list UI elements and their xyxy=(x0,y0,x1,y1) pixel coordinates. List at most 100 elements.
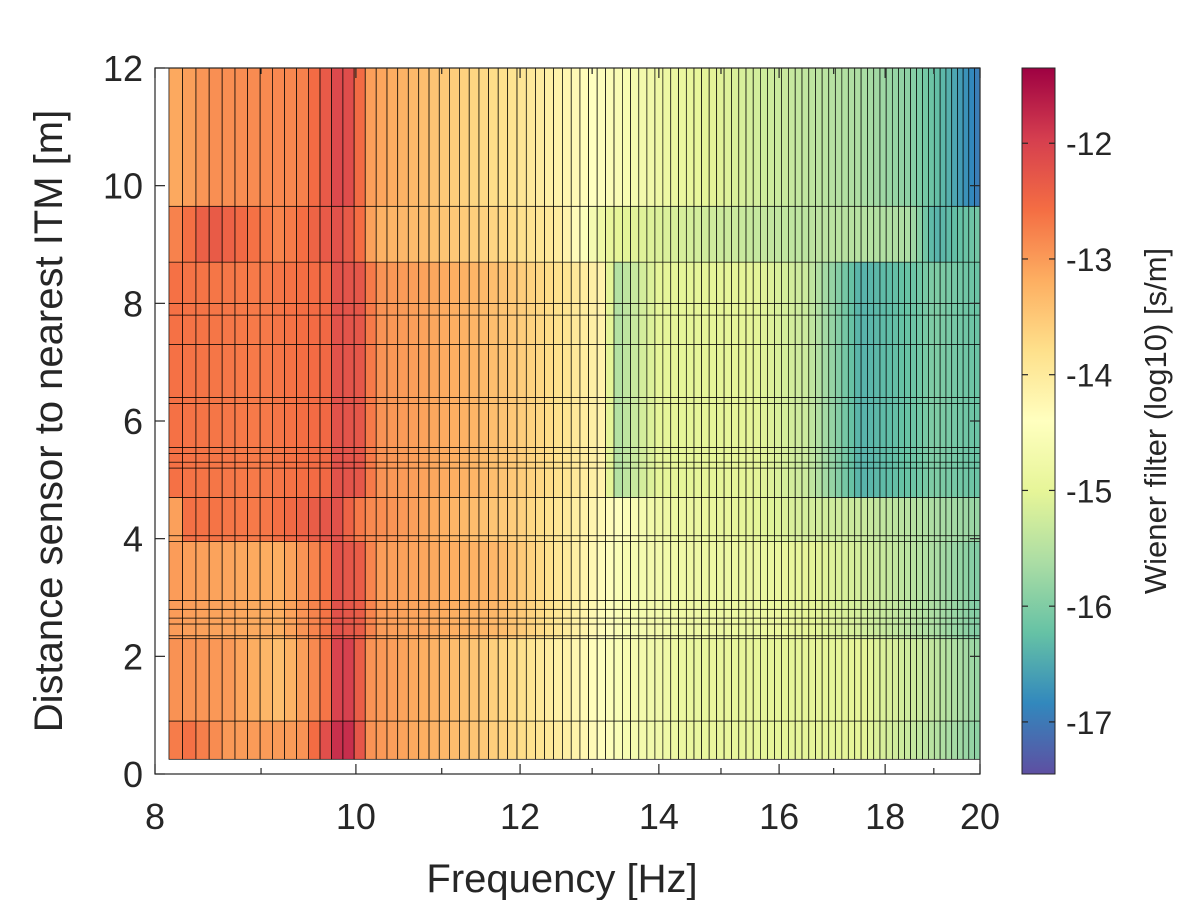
heatmap-cell xyxy=(478,67,489,207)
heatmap-cell xyxy=(951,261,958,304)
heatmap-cell xyxy=(723,600,732,610)
heatmap-cell xyxy=(613,638,623,722)
heatmap-cell xyxy=(570,720,581,760)
heatmap-cell xyxy=(353,314,366,345)
heatmap-cell xyxy=(922,461,929,469)
heatmap-cell xyxy=(685,623,695,637)
heatmap-cell xyxy=(247,608,261,619)
heatmap-cell xyxy=(630,344,640,398)
heatmap-cell xyxy=(570,447,581,454)
heatmap-cell xyxy=(588,535,598,542)
heatmap-cell xyxy=(760,467,768,498)
heatmap-cell xyxy=(879,205,887,263)
heatmap-cell xyxy=(828,638,836,722)
heatmap-cell xyxy=(488,467,499,498)
heatmap-cell xyxy=(828,541,836,601)
heatmap-cell xyxy=(353,205,366,263)
heatmap-cell xyxy=(284,600,297,610)
heatmap-cell xyxy=(860,600,868,610)
heatmap-cell xyxy=(221,403,236,448)
heatmap-cell xyxy=(516,600,527,610)
heatmap-cell xyxy=(716,461,725,469)
heatmap-cell xyxy=(364,638,377,722)
heatmap-cell xyxy=(272,447,285,454)
heatmap-cell xyxy=(774,635,782,640)
heatmap-cell xyxy=(834,720,843,760)
heatmap-cell xyxy=(195,453,210,463)
heatmap-cell xyxy=(272,205,285,263)
heatmap-cell xyxy=(873,608,881,619)
heatmap-cell xyxy=(478,205,489,263)
heatmap-cell xyxy=(752,617,761,625)
heatmap-cell xyxy=(693,638,702,722)
heatmap-cell xyxy=(397,397,409,404)
heatmap-cell xyxy=(693,600,702,610)
heatmap-cell xyxy=(774,397,782,404)
heatmap-cell xyxy=(284,720,297,760)
x-axis-label: Frequency [Hz] xyxy=(426,857,697,900)
heatmap-cell xyxy=(428,635,440,640)
heatmap-cell xyxy=(488,617,499,625)
heatmap-cell xyxy=(638,608,648,619)
heatmap-cell xyxy=(821,302,830,316)
heatmap-cell xyxy=(428,541,440,601)
heatmap-cell xyxy=(570,638,581,722)
heatmap-cell xyxy=(386,67,399,207)
x-axis-ticks: 8 10 12 14 16 18 20 xyxy=(145,68,1000,837)
heatmap-cell xyxy=(922,638,929,722)
heatmap-cell xyxy=(723,447,732,454)
heatmap-cell xyxy=(622,461,631,469)
heatmap-cell xyxy=(553,467,563,498)
heatmap-cell xyxy=(259,447,273,454)
heatmap-cell xyxy=(774,453,782,463)
heatmap-cell xyxy=(885,67,893,207)
heatmap-cell xyxy=(234,720,249,760)
heatmap-cell xyxy=(562,608,572,619)
heatmap-cell xyxy=(544,261,554,304)
heatmap-cell xyxy=(605,623,615,637)
heatmap-cell xyxy=(284,461,297,469)
heatmap-cell xyxy=(745,638,754,722)
heatmap-cell xyxy=(630,617,640,625)
heatmap-cell xyxy=(247,617,261,625)
heatmap-cell xyxy=(497,467,509,498)
heatmap-cell xyxy=(535,447,545,454)
heatmap-cell xyxy=(418,720,430,760)
heatmap-cell xyxy=(364,600,377,610)
heatmap-cell xyxy=(933,497,941,537)
heatmap-cell xyxy=(801,302,810,316)
heatmap-cell xyxy=(613,600,623,610)
heatmap-cell xyxy=(638,467,648,498)
heatmap-cell xyxy=(570,535,581,542)
heatmap-cell xyxy=(646,600,656,610)
heatmap-cell xyxy=(259,397,273,404)
heatmap-cell xyxy=(767,461,775,469)
heatmap-cell xyxy=(296,720,309,760)
heatmap-cell xyxy=(468,497,480,537)
heatmap-cell xyxy=(168,541,183,601)
heatmap-cell xyxy=(386,314,399,345)
heatmap-cell xyxy=(752,635,761,640)
heatmap-cell xyxy=(195,302,210,316)
heatmap-cell xyxy=(815,720,823,760)
heatmap-cell xyxy=(234,447,249,454)
heatmap-cell xyxy=(428,497,440,537)
heatmap-cell xyxy=(516,497,527,537)
heatmap-cell xyxy=(716,403,725,448)
heatmap-cell xyxy=(438,461,450,469)
heatmap-cell xyxy=(738,635,747,640)
heatmap-cell xyxy=(478,397,489,404)
heatmap-cell xyxy=(951,467,958,498)
heatmap-cell xyxy=(662,344,672,398)
heatmap-cell xyxy=(945,461,953,469)
heatmap-cell xyxy=(562,461,572,469)
heatmap-cell xyxy=(945,403,953,448)
heatmap-cell xyxy=(478,600,489,610)
heatmap-cell xyxy=(516,403,527,448)
heatmap-cell xyxy=(630,447,640,454)
heatmap-cell xyxy=(723,314,732,345)
heatmap-cell xyxy=(284,403,297,448)
heatmap-cell xyxy=(613,541,623,601)
heatmap-cell xyxy=(821,344,830,398)
heatmap-cell xyxy=(781,535,789,542)
